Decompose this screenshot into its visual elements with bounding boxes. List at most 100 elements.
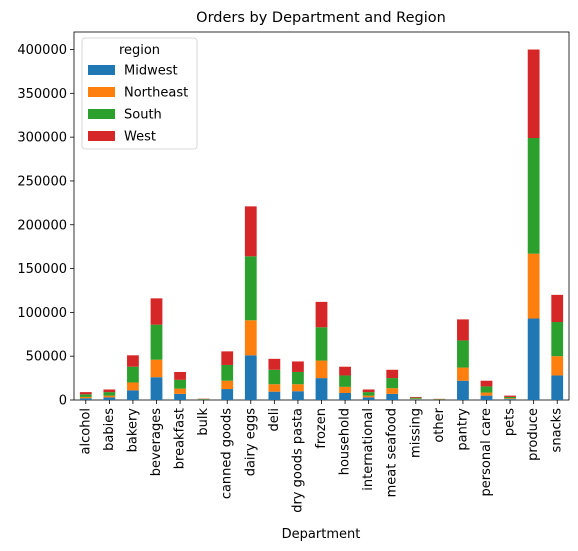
bar-west-bakery <box>127 355 139 367</box>
bar-midwest-canned-goods <box>221 389 234 400</box>
x-tick-label: international <box>361 408 376 491</box>
x-tick-label: deli <box>267 408 282 431</box>
bar-west-international <box>362 389 375 393</box>
x-tick-label: dairy eggs <box>243 408 258 477</box>
x-tick-label: dry goods pasta <box>290 408 305 513</box>
legend-label-northeast: Northeast <box>124 86 188 101</box>
bar-west-frozen <box>315 301 328 328</box>
x-tick-label: babies <box>102 408 117 451</box>
bar-northeast-alcohol <box>79 396 92 399</box>
legend: region Midwest Northeast South West <box>81 37 198 150</box>
x-tick-label: snacks <box>550 408 565 453</box>
bar-northeast-meat-seafood <box>386 388 399 394</box>
bar-midwest-frozen <box>315 378 328 400</box>
bar-west-babies <box>103 389 116 393</box>
bar-northeast-canned-goods <box>221 380 234 390</box>
bar-midwest-international <box>362 397 375 400</box>
bar-northeast-frozen <box>315 360 328 379</box>
x-tick-label: frozen <box>314 408 329 449</box>
x-tick-label: breakfast <box>173 408 188 469</box>
bar-midwest-bakery <box>127 390 139 400</box>
bar-south-bakery <box>127 366 139 383</box>
bar-south-pantry <box>457 340 469 368</box>
bar-south-meat-seafood <box>386 378 399 389</box>
x-tick-label: pets <box>503 408 518 436</box>
x-tick-label: household <box>338 408 353 475</box>
bar-south-international <box>362 392 375 396</box>
y-tick-label: 300000 <box>17 131 67 146</box>
x-tick-label: produce <box>526 408 541 461</box>
y-tick-label: 250000 <box>17 174 67 189</box>
bar-west-breakfast <box>174 371 186 380</box>
legend-swatch-midwest <box>88 65 115 75</box>
bar-midwest-meat-seafood <box>386 393 399 400</box>
x-tick-label: meat seafood <box>385 408 400 497</box>
y-tick-label: 150000 <box>17 262 67 277</box>
bar-midwest-breakfast <box>174 393 186 400</box>
y-tick-label: 400000 <box>17 43 67 58</box>
bar-northeast-international <box>362 395 375 398</box>
bar-midwest-produce <box>527 318 540 400</box>
bar-northeast-breakfast <box>174 388 186 394</box>
bar-northeast-deli <box>268 384 281 392</box>
chart-title: Orders by Department and Region <box>196 10 446 26</box>
bar-midwest-beverages <box>150 377 163 400</box>
legend-label-south: South <box>124 108 162 123</box>
bar-west-produce <box>527 49 540 139</box>
bar-west-deli <box>268 358 281 370</box>
bar-midwest-personal-care <box>480 395 493 400</box>
bar-west-alcohol <box>79 392 92 395</box>
bar-south-beverages <box>150 324 163 360</box>
x-tick-label: canned goods <box>220 408 235 499</box>
y-tick-label: 50000 <box>26 350 67 365</box>
y-axis-ticks: 0 50000 100000 150000 200000 250000 300000 3500… <box>17 43 74 409</box>
bar-south-household <box>339 375 351 387</box>
bar-south-alcohol <box>79 394 92 397</box>
bar-northeast-produce <box>527 253 540 319</box>
bar-west-beverages <box>150 298 163 325</box>
bar-west-household <box>339 366 351 376</box>
bar-midwest-household <box>339 392 351 400</box>
bar-northeast-dairy-eggs <box>244 320 257 356</box>
x-tick-label: missing <box>408 408 423 458</box>
bar-west-snacks <box>551 294 564 323</box>
bar-south-deli <box>268 369 281 385</box>
bar-south-missing <box>409 397 422 399</box>
bar-south-frozen <box>315 327 328 361</box>
x-tick-label: other <box>432 407 447 442</box>
bar-northeast-bakery <box>127 382 139 391</box>
bar-midwest-snacks <box>551 375 564 400</box>
bar-west-dairy-eggs <box>244 206 257 257</box>
legend-title: region <box>119 43 160 58</box>
bar-northeast-babies <box>103 395 116 398</box>
y-tick-label: 350000 <box>17 87 67 102</box>
bar-west-dry-goods-pasta <box>292 361 304 372</box>
x-tick-label: bulk <box>196 408 211 436</box>
legend-swatch-west <box>88 131 115 141</box>
bar-west-pantry <box>457 319 469 341</box>
x-tick-label: personal care <box>479 408 494 496</box>
bar-west-canned-goods <box>221 351 234 365</box>
y-tick-label: 200000 <box>17 218 67 233</box>
x-axis-title: Department <box>282 527 361 542</box>
bar-northeast-personal-care <box>480 392 493 396</box>
x-axis-ticks: alcohol babies bakery beverages breakfast bul… <box>78 400 565 513</box>
bar-midwest-pets <box>504 399 516 400</box>
bar-south-breakfast <box>174 379 186 389</box>
bar-west-pets <box>504 395 516 397</box>
y-tick-label: 0 <box>59 394 67 409</box>
y-tick-label: 100000 <box>17 306 67 321</box>
bar-midwest-alcohol <box>79 398 92 400</box>
bar-northeast-snacks <box>551 356 564 376</box>
legend-swatch-south <box>88 109 115 119</box>
bar-south-babies <box>103 392 116 396</box>
legend-swatch-northeast <box>88 87 115 97</box>
bar-midwest-dry-goods-pasta <box>292 391 304 400</box>
x-tick-label: beverages <box>149 408 164 477</box>
bar-west-personal-care <box>480 380 493 387</box>
bar-south-personal-care <box>480 386 493 393</box>
bar-south-dry-goods-pasta <box>292 371 304 385</box>
x-tick-label: alcohol <box>78 408 93 454</box>
